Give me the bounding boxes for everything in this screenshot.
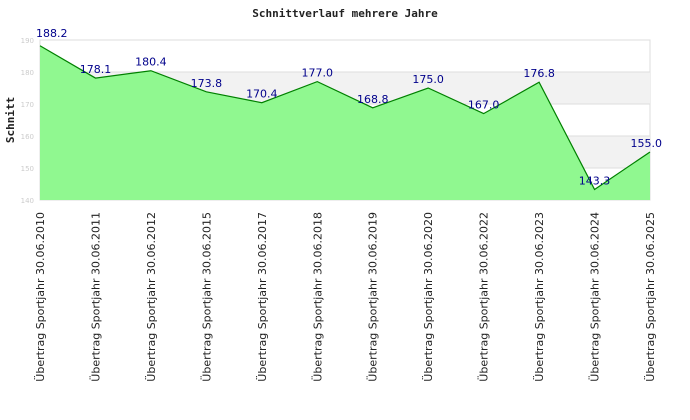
y-axis-label: Schnitt xyxy=(4,97,17,143)
x-tick-label: Übertrag Sportjahr 30.06.2012 xyxy=(145,212,158,382)
x-tick-label: Übertrag Sportjahr 30.06.2020 xyxy=(422,212,435,382)
data-label: 176.8 xyxy=(523,67,555,80)
x-tick-label: Übertrag Sportjahr 30.06.2015 xyxy=(200,212,213,382)
x-tick-label: Übertrag Sportjahr 30.06.2010 xyxy=(34,212,47,382)
area-fill xyxy=(40,45,650,201)
x-tick-label: Übertrag Sportjahr 30.06.2022 xyxy=(478,212,491,382)
chart-title: Schnittverlauf mehrere Jahre xyxy=(252,7,438,20)
y-tick-label: 190 xyxy=(21,37,34,45)
data-label: 175.0 xyxy=(412,73,444,86)
data-label: 177.0 xyxy=(302,67,334,80)
data-label: 143.3 xyxy=(579,174,611,187)
y-tick-label: 160 xyxy=(21,133,34,141)
y-tick-label: 180 xyxy=(21,69,34,77)
data-label: 178.1 xyxy=(80,63,112,76)
x-tick-label: Übertrag Sportjahr 30.06.2019 xyxy=(367,212,380,382)
x-tick-label: Übertrag Sportjahr 30.06.2025 xyxy=(644,212,657,382)
series-line xyxy=(39,45,651,191)
data-label: 168.8 xyxy=(357,93,389,106)
x-tick-label: Übertrag Sportjahr 30.06.2011 xyxy=(89,212,102,382)
data-label: 188.2 xyxy=(36,27,68,40)
y-tick-label: 170 xyxy=(21,101,34,109)
x-tick-label: Übertrag Sportjahr 30.06.2018 xyxy=(311,212,324,382)
data-label: 155.0 xyxy=(631,137,663,150)
data-label: 170.4 xyxy=(246,88,278,101)
data-label: 167.0 xyxy=(468,99,500,112)
x-tick-label: Übertrag Sportjahr 30.06.2024 xyxy=(589,212,602,382)
data-label: 173.8 xyxy=(191,77,223,90)
x-tick-label: Übertrag Sportjahr 30.06.2023 xyxy=(533,212,546,382)
y-tick-label: 140 xyxy=(21,197,34,205)
x-tick-label: Übertrag Sportjahr 30.06.2017 xyxy=(256,212,269,382)
data-label: 180.4 xyxy=(135,56,167,69)
y-tick-label: 150 xyxy=(21,165,34,173)
